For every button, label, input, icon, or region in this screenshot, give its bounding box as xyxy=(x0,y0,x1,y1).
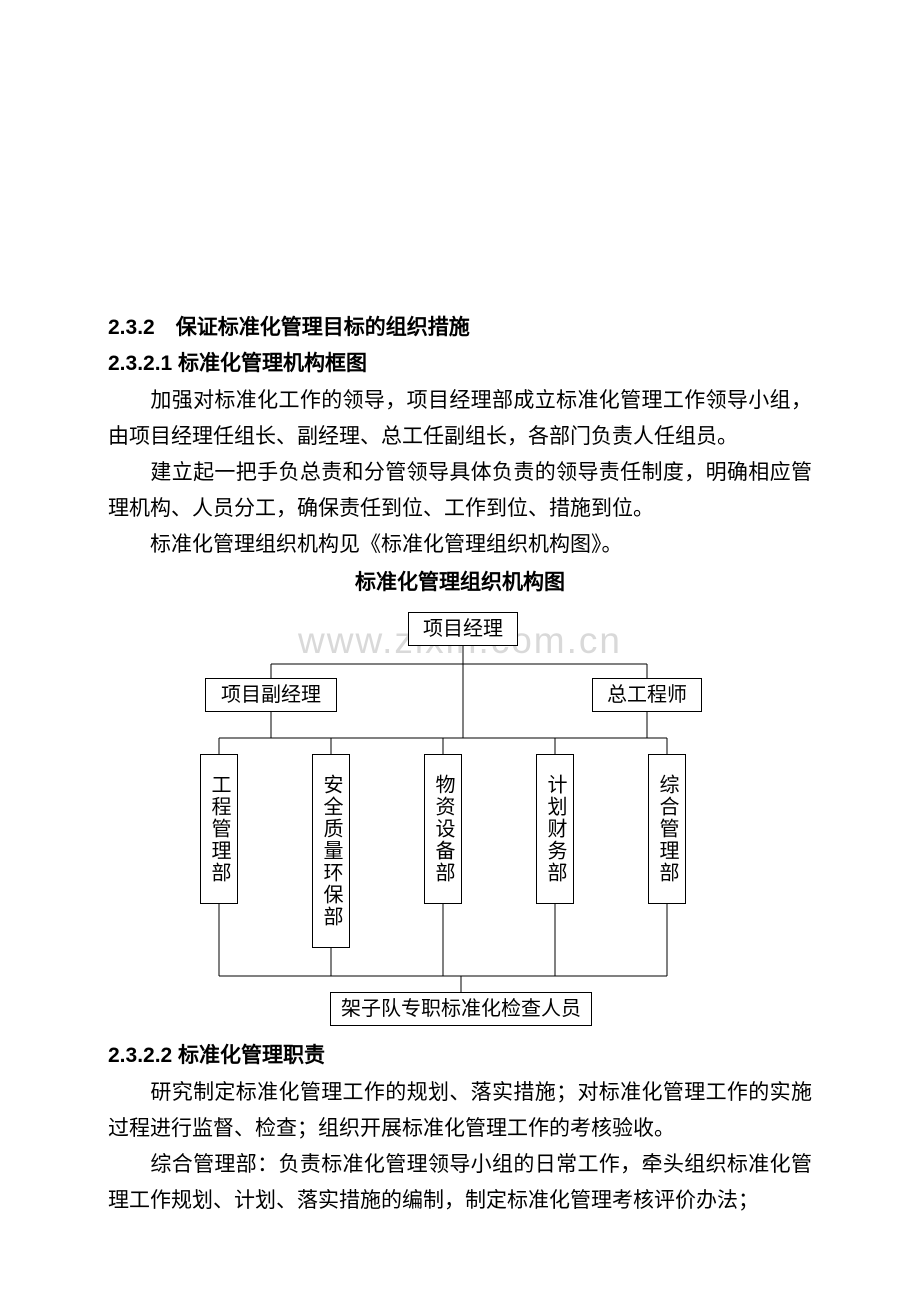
node-dept-general-admin: 综合管理部 xyxy=(648,754,686,904)
paragraph-1-text: 加强对标准化工作的领导，项目经理部成立标准化管理工作领导小组，由项目经理任组长、… xyxy=(108,388,812,448)
node-deputy-manager: 项目副经理 xyxy=(205,678,337,712)
node-dept-plan-finance: 计划财务部 xyxy=(536,754,574,904)
paragraph-2-text: 建立起一把手负总责和分管领导具体负责的领导责任制度，明确相应管理机构、人员分工，… xyxy=(108,460,812,520)
node-inspection-team: 架子队专职标准化检查人员 xyxy=(330,992,592,1026)
heading-2-3-2: 2.3.2 保证标准化管理目标的组织措施 xyxy=(108,310,812,346)
node-project-manager: 项目经理 xyxy=(408,612,518,646)
org-chart-title: 标准化管理组织机构图 xyxy=(108,566,812,596)
org-chart: www.zixin.com.cn xyxy=(108,604,812,1032)
node-dept-engineering: 工程管理部 xyxy=(200,754,238,904)
paragraph-5: 综合管理部：负责标准化管理领导小组的日常工作，牵头组织标准化管理工作规划、计划、… xyxy=(108,1146,812,1218)
paragraph-3: 标准化管理组织机构见《标准化管理组织机构图》。 xyxy=(108,526,812,562)
heading-2-3-2-2: 2.3.2.2 标准化管理职责 xyxy=(108,1038,812,1074)
node-dept-safety-quality-env: 安全质量环保部 xyxy=(312,754,350,948)
paragraph-5-text: 综合管理部：负责标准化管理领导小组的日常工作，牵头组织标准化管理工作规划、计划、… xyxy=(108,1152,812,1212)
paragraph-4: 研究制定标准化管理工作的规划、落实措施；对标准化管理工作的实施过程进行监督、检查… xyxy=(108,1074,812,1146)
paragraph-1: 加强对标准化工作的领导，项目经理部成立标准化管理工作领导小组，由项目经理任组长、… xyxy=(108,382,812,454)
paragraph-4-text: 研究制定标准化管理工作的规划、落实措施；对标准化管理工作的实施过程进行监督、检查… xyxy=(108,1080,812,1140)
heading-2-3-2-1: 2.3.2.1 标准化管理机构框图 xyxy=(108,346,812,382)
node-dept-materials-equipment: 物资设备部 xyxy=(424,754,462,904)
paragraph-3-text: 标准化管理组织机构见《标准化管理组织机构图》。 xyxy=(150,532,623,556)
paragraph-2: 建立起一把手负总责和分管领导具体负责的领导责任制度，明确相应管理机构、人员分工，… xyxy=(108,454,812,526)
node-chief-engineer: 总工程师 xyxy=(592,678,702,712)
